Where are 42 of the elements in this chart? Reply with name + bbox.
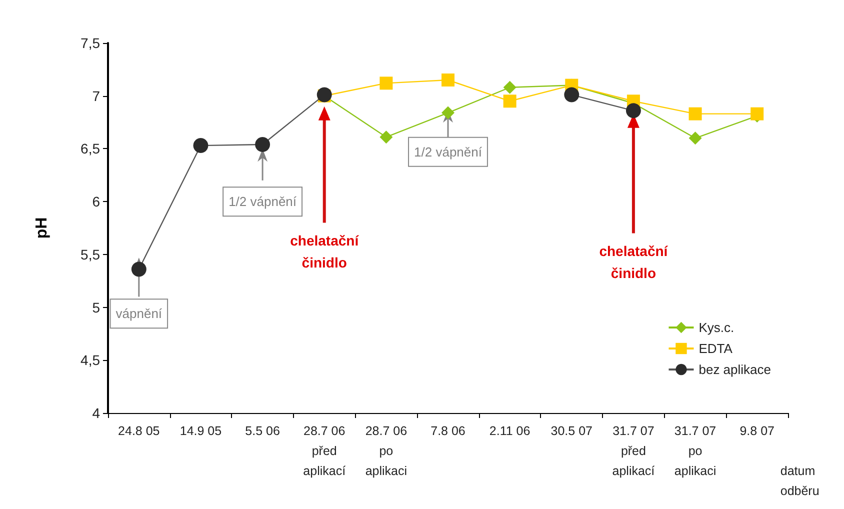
x-tick-label: 28.7 06 po aplikaci (365, 424, 408, 478)
annotation: vápnění (116, 306, 162, 322)
legend-label: EDTA (698, 341, 733, 356)
point (380, 130, 393, 144)
x-tick-label: 14.9 05 (180, 424, 222, 438)
point (503, 94, 516, 108)
x-axis-title: datum odběru (780, 464, 820, 498)
y-tick-label: 6,5 (80, 140, 100, 157)
x-tick-label: 24.8 05 (118, 424, 160, 438)
y-tick-label: 5,5 (80, 246, 100, 262)
point (442, 74, 454, 86)
point (131, 262, 146, 277)
y-axis-title: pH (34, 217, 50, 239)
x-tick-label: 31.7 07 po aplikaci (674, 424, 716, 478)
point (688, 107, 702, 120)
x-tick-label: 5.5 06 (245, 424, 280, 438)
annotation: 1/2 vápnění (228, 194, 297, 210)
point (503, 80, 516, 94)
annotation: 1/2 vápnění (414, 144, 482, 160)
x-tick-label: 2.11 06 (489, 424, 530, 438)
point (255, 136, 270, 152)
annotation: chelatační činidlo (599, 242, 669, 281)
point (193, 138, 208, 154)
point (442, 106, 454, 120)
annotation: chelatační činidlo (290, 232, 360, 270)
point (564, 87, 580, 102)
y-tick-label: 4 (92, 405, 100, 421)
point (626, 103, 641, 118)
x-tick-label: 31.7 07 před aplikací (612, 424, 656, 478)
y-tick-label: 6 (92, 194, 100, 210)
y-tick-label: 7 (92, 88, 100, 104)
x-tick-label: 28.7 06 před aplikací (303, 424, 346, 478)
y-tick-label: 7,5 (80, 35, 100, 51)
point (380, 76, 393, 90)
x-tick-label: 9.8 07 (740, 424, 775, 438)
x-tick-label: 7.8 06 (430, 424, 466, 438)
y-tick-label: 4,5 (80, 352, 100, 368)
y-tick-label: 5 (92, 299, 100, 316)
x-tick-label: 30.5 07 (550, 424, 593, 438)
legend-label: bez aplikace (698, 362, 772, 377)
point (688, 132, 702, 145)
legend-label: Kys.c. (698, 320, 734, 335)
